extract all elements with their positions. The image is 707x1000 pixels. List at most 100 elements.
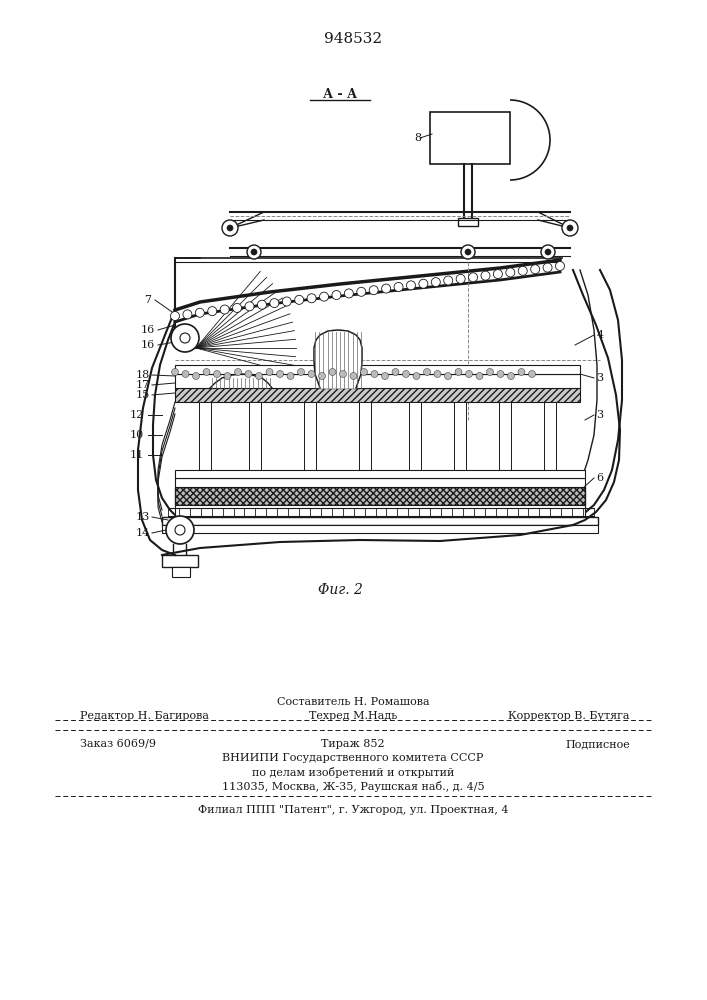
Text: ВНИИПИ Государственного комитета СССР: ВНИИПИ Государственного комитета СССР	[222, 753, 484, 763]
Circle shape	[214, 370, 221, 377]
Circle shape	[233, 303, 242, 312]
Circle shape	[245, 370, 252, 377]
Circle shape	[287, 372, 294, 379]
Circle shape	[529, 370, 535, 377]
Polygon shape	[314, 330, 362, 388]
Text: 13: 13	[136, 512, 150, 522]
Circle shape	[170, 312, 180, 320]
Text: 15: 15	[136, 390, 150, 400]
Bar	[304, 402, 316, 487]
Circle shape	[461, 245, 475, 259]
Circle shape	[481, 271, 490, 280]
Circle shape	[276, 370, 284, 377]
Circle shape	[508, 372, 515, 379]
Circle shape	[171, 324, 199, 352]
Circle shape	[493, 270, 503, 279]
Text: 16: 16	[141, 325, 155, 335]
Circle shape	[486, 368, 493, 375]
Text: 4: 4	[597, 330, 604, 340]
Circle shape	[531, 265, 539, 274]
Circle shape	[369, 286, 378, 295]
Text: 14: 14	[136, 528, 150, 538]
Circle shape	[339, 370, 346, 377]
Circle shape	[444, 276, 452, 285]
Text: 6: 6	[597, 473, 604, 483]
Circle shape	[567, 225, 573, 231]
Text: Подписное: Подписное	[566, 739, 630, 749]
Bar	[175, 470, 585, 478]
Circle shape	[320, 292, 329, 301]
Circle shape	[235, 368, 242, 375]
Circle shape	[307, 294, 316, 303]
Circle shape	[247, 245, 261, 259]
Circle shape	[192, 372, 199, 379]
Circle shape	[518, 368, 525, 375]
Circle shape	[465, 249, 471, 255]
Text: 12: 12	[130, 410, 144, 420]
Circle shape	[419, 279, 428, 288]
Circle shape	[227, 225, 233, 231]
Bar	[454, 402, 466, 487]
Circle shape	[394, 282, 403, 291]
Text: Филиал ППП "Патент", г. Ужгород, ул. Проектная, 4: Филиал ППП "Патент", г. Ужгород, ул. Про…	[198, 805, 508, 815]
Bar	[172, 567, 190, 577]
Bar	[162, 525, 598, 533]
Text: 10: 10	[130, 430, 144, 440]
Bar	[175, 478, 585, 487]
Text: Корректор В. Бутяга: Корректор В. Бутяга	[508, 711, 630, 721]
Circle shape	[407, 281, 416, 290]
Circle shape	[545, 249, 551, 255]
Circle shape	[329, 368, 336, 375]
Text: 113035, Москва, Ж-35, Раушская наб., д. 4/5: 113035, Москва, Ж-35, Раушская наб., д. …	[222, 780, 484, 792]
Circle shape	[465, 370, 472, 377]
Circle shape	[423, 368, 431, 375]
Circle shape	[183, 310, 192, 319]
Circle shape	[182, 370, 189, 377]
Circle shape	[455, 368, 462, 375]
Text: Редактор Н. Багирова: Редактор Н. Багирова	[80, 711, 209, 721]
Circle shape	[476, 372, 483, 379]
Text: Φиг. 2: Φиг. 2	[317, 583, 363, 597]
Circle shape	[392, 368, 399, 375]
Text: 17: 17	[136, 380, 150, 390]
Circle shape	[266, 368, 273, 375]
Circle shape	[270, 299, 279, 308]
Circle shape	[541, 245, 555, 259]
Circle shape	[497, 370, 504, 377]
Bar	[175, 388, 580, 402]
Bar	[175, 374, 580, 388]
Text: Составитель Н. Ромашова: Составитель Н. Ромашова	[276, 697, 429, 707]
Circle shape	[166, 516, 194, 544]
Text: 18: 18	[136, 370, 150, 380]
Circle shape	[245, 302, 254, 311]
Text: Техред М.Надь: Техред М.Надь	[309, 711, 397, 721]
Text: 8: 8	[414, 133, 421, 143]
Bar	[175, 487, 585, 505]
Bar	[175, 365, 580, 374]
Circle shape	[402, 370, 409, 377]
Circle shape	[371, 370, 378, 377]
Circle shape	[308, 370, 315, 377]
Circle shape	[357, 287, 366, 296]
Circle shape	[543, 263, 552, 272]
Bar	[359, 402, 371, 487]
Circle shape	[413, 372, 420, 379]
Bar	[162, 555, 198, 567]
Bar	[544, 402, 556, 487]
Circle shape	[175, 525, 185, 535]
Text: Тираж 852: Тираж 852	[321, 739, 385, 749]
Text: 3: 3	[597, 373, 604, 383]
Bar	[458, 218, 478, 226]
Circle shape	[469, 273, 477, 282]
Circle shape	[344, 289, 354, 298]
Circle shape	[251, 249, 257, 255]
Circle shape	[556, 261, 564, 270]
Circle shape	[295, 295, 304, 304]
Text: 16: 16	[141, 340, 155, 350]
Circle shape	[518, 266, 527, 275]
Circle shape	[195, 308, 204, 317]
Circle shape	[456, 274, 465, 283]
Text: по делам изобретений и открытий: по делам изобретений и открытий	[252, 766, 454, 778]
Circle shape	[445, 372, 452, 379]
Circle shape	[222, 220, 238, 236]
